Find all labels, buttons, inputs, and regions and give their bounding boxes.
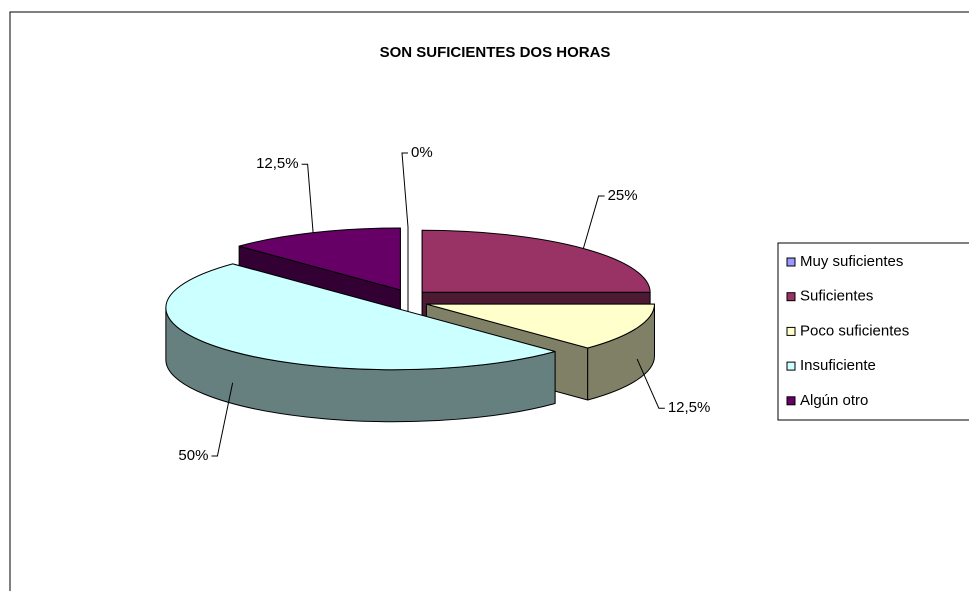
legend-label: Muy suficientes bbox=[800, 253, 903, 270]
legend bbox=[777, 242, 969, 421]
chart-border bbox=[9, 11, 969, 591]
leader-line bbox=[401, 152, 409, 228]
data-label: 50% bbox=[178, 447, 208, 464]
slice bbox=[425, 303, 655, 349]
legend-swatch bbox=[786, 396, 796, 406]
legend-swatch bbox=[786, 257, 796, 267]
leader-line bbox=[211, 382, 234, 457]
leader-line bbox=[636, 358, 665, 409]
leader-line bbox=[582, 195, 605, 249]
data-label: 12,5% bbox=[668, 399, 711, 416]
legend-label: Algún otro bbox=[800, 392, 868, 409]
legend-swatch bbox=[786, 326, 796, 336]
chart-title: SON SUFICIENTES DOS HORAS bbox=[380, 44, 611, 61]
slice bbox=[238, 227, 401, 291]
slice bbox=[165, 263, 556, 371]
legend-label: Suficientes bbox=[800, 288, 873, 305]
slice bbox=[421, 229, 651, 293]
legend-label: Insuficiente bbox=[800, 357, 876, 374]
data-label: 12,5% bbox=[256, 155, 299, 172]
leader-line bbox=[301, 163, 314, 233]
legend-swatch bbox=[786, 361, 796, 371]
legend-label: Poco suficientes bbox=[800, 322, 909, 339]
data-label: 0% bbox=[411, 144, 433, 161]
legend-swatch bbox=[786, 292, 796, 302]
data-label: 25% bbox=[608, 187, 638, 204]
